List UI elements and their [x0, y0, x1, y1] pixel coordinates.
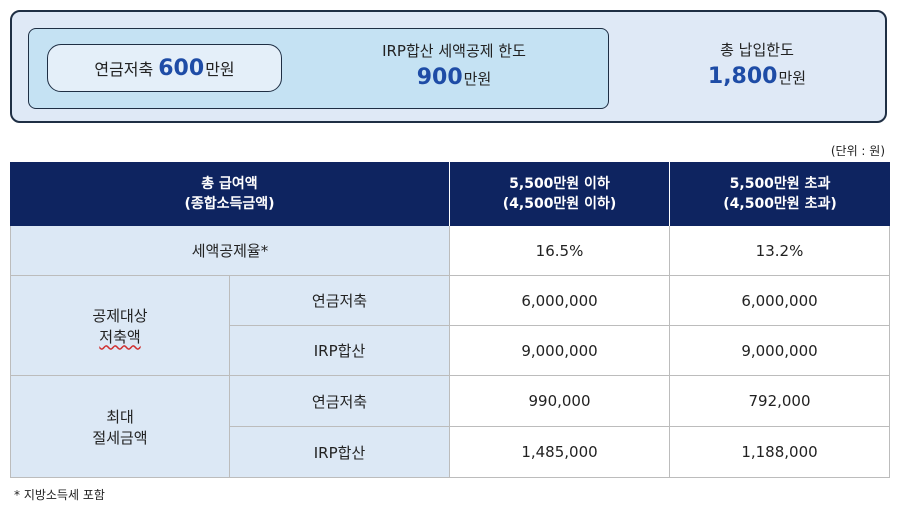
- unit-note: (단위 : 원): [830, 144, 885, 158]
- total-payment-limit: 총 납입한도 1,800만원: [632, 38, 882, 93]
- group2-label-line2: 절세금액: [92, 428, 148, 447]
- header-col2-line2: (4,500만원 이하): [502, 196, 617, 212]
- limit-summary-box: 연금저축 600 만원 IRP합산 세액공제 한도 900만원 총 납입한도 1…: [10, 10, 887, 123]
- group1-label-line1: 공제대상: [92, 306, 148, 325]
- header-col3-line2: (4,500만원 초과): [723, 196, 837, 212]
- group2-row1-label: 연금저축: [230, 376, 450, 427]
- group1-label-line2: 저축액: [99, 327, 141, 346]
- header-col1-line2: (종합소득금액): [184, 196, 275, 212]
- irp-limit: IRP합산 세액공제 한도 900만원: [329, 39, 579, 94]
- total-limit-amount: 1,800: [707, 64, 778, 89]
- header-col3-line1: 5,500만원 초과: [729, 176, 831, 192]
- header-under-55m: 5,500만원 이하 (4,500만원 이하): [450, 162, 670, 226]
- total-limit-label: 총 납입한도: [720, 41, 794, 59]
- group2-row1-under: 990,000: [450, 376, 670, 427]
- rate-value-over: 13.2%: [670, 226, 890, 276]
- rate-value-under: 16.5%: [450, 226, 670, 276]
- header-over-55m: 5,500만원 초과 (4,500만원 초과): [670, 162, 890, 226]
- pension-savings-limit: 연금저축 600 만원: [47, 44, 282, 92]
- group2-row2-over: 1,188,000: [670, 427, 890, 478]
- pension-savings-amount: 600: [158, 55, 205, 81]
- pension-savings-label: 연금저축: [94, 60, 154, 79]
- irp-limit-label: IRP합산 세액공제 한도: [382, 42, 526, 60]
- header-col2-line1: 5,500만원 이하: [509, 176, 610, 192]
- irp-limit-amount: 900: [416, 65, 463, 90]
- header-col1-line1: 총 급여액: [201, 176, 258, 192]
- rate-row-label: 세액공제율*: [10, 226, 450, 276]
- group1-row1-label: 연금저축: [230, 276, 450, 326]
- group1-row1-over: 6,000,000: [670, 276, 890, 326]
- group2-row2-label: IRP합산: [230, 427, 450, 478]
- irp-limit-panel: 연금저축 600 만원 IRP합산 세액공제 한도 900만원: [28, 28, 609, 109]
- total-limit-unit: 만원: [778, 69, 807, 87]
- header-total-salary: 총 급여액 (종합소득금액): [10, 162, 450, 226]
- pension-savings-unit: 만원: [205, 60, 235, 79]
- group2-row1-over: 792,000: [670, 376, 890, 427]
- footnote: * 지방소득세 포함: [14, 488, 105, 502]
- group1-row2-under: 9,000,000: [450, 326, 670, 376]
- group1-row1-under: 6,000,000: [450, 276, 670, 326]
- group2-row2-under: 1,485,000: [450, 427, 670, 478]
- group1-row2-over: 9,000,000: [670, 326, 890, 376]
- irp-limit-unit: 만원: [463, 70, 492, 88]
- group1-row2-label: IRP합산: [230, 326, 450, 376]
- group2-label-line1: 최대: [106, 407, 134, 426]
